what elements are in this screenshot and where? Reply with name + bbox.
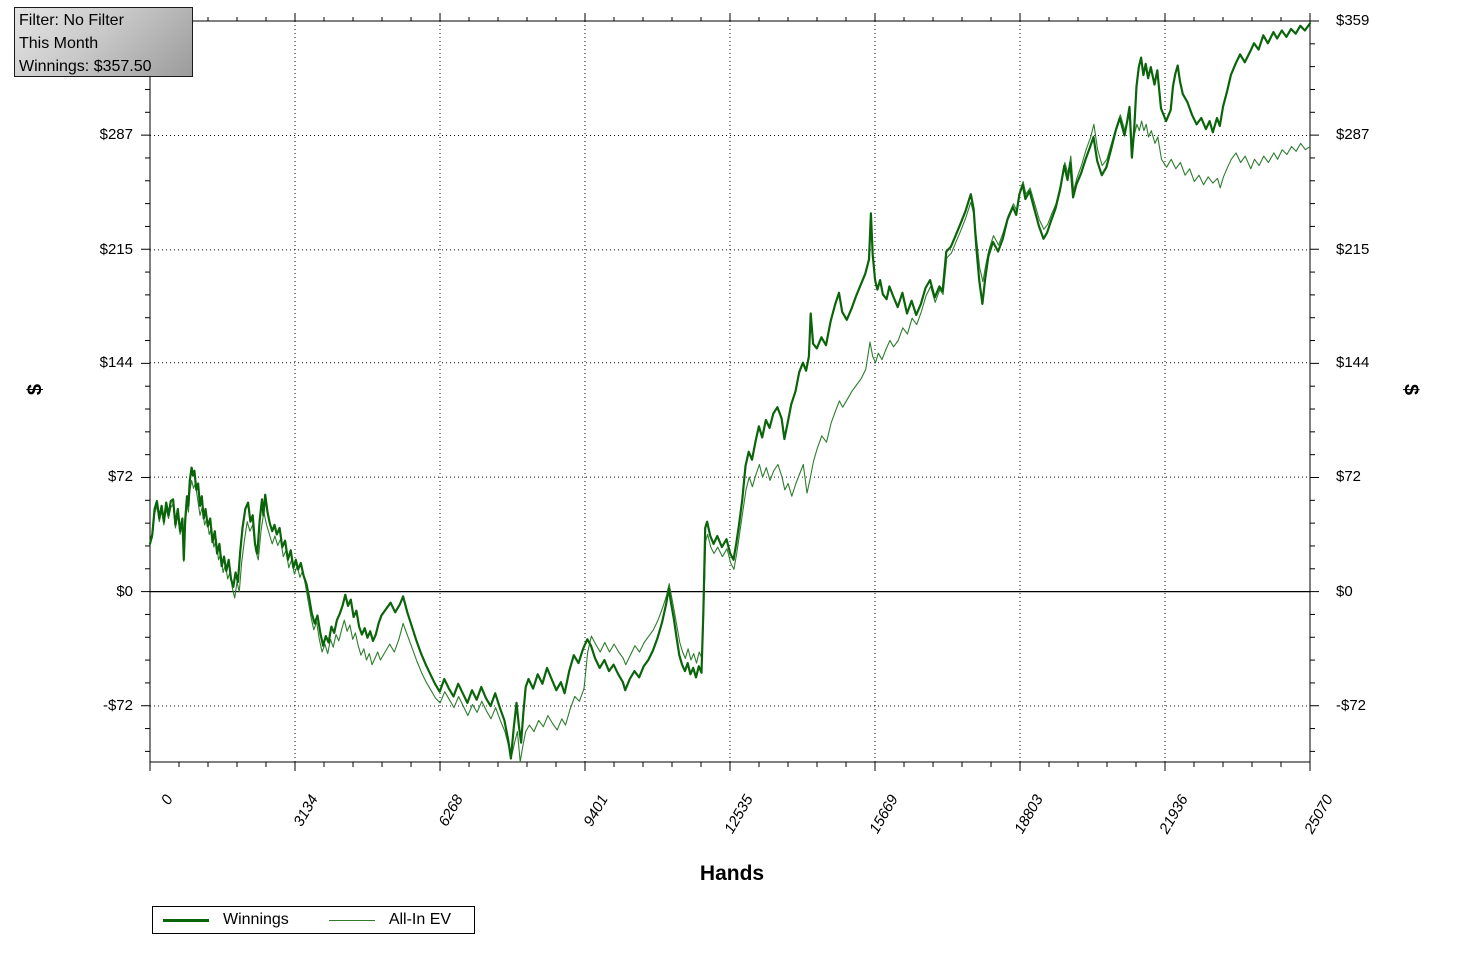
winnings-line-swatch <box>163 918 209 922</box>
y-tick-label-left: $0 <box>116 582 133 600</box>
y-tick-label-left: $144 <box>99 353 133 371</box>
y-tick-label-right: $359 <box>1336 12 1370 29</box>
y-axis-title-left: $ <box>24 383 47 396</box>
x-axis-title: Hands <box>699 862 765 885</box>
y-tick-label-left: $72 <box>107 468 133 486</box>
y-tick-label-right: $287 <box>1336 126 1370 144</box>
plot-border <box>149 20 1311 763</box>
filter-tooltip: Filter: No Filter This Month Winnings: $… <box>14 7 193 77</box>
y-tick-label-left: $287 <box>99 126 133 144</box>
y-tick-label-right: $144 <box>1336 353 1370 371</box>
y-tick-label-left: -$72 <box>102 697 133 715</box>
legend-label-allin-ev[interactable]: All-In EV <box>388 911 452 928</box>
y-tick-label-right: $72 <box>1336 468 1362 486</box>
legend-label-winnings[interactable]: Winnings <box>223 911 289 928</box>
y-tick-label-left: $215 <box>99 240 133 258</box>
allin-ev-line <box>149 111 1311 763</box>
tooltip-winnings-line: Winnings: $357.50 <box>19 58 152 75</box>
tooltip-period-line: This Month <box>19 35 99 52</box>
winnings-line <box>148 22 1312 760</box>
y-tick-label-right: $0 <box>1336 582 1353 600</box>
y-tick-label-right: -$72 <box>1336 697 1367 715</box>
legend: Winnings All-In EV <box>152 906 475 934</box>
allin-ev-line-swatch <box>328 919 375 921</box>
y-axis-title-right: $ <box>1399 383 1422 396</box>
y-tick-label-right: $215 <box>1336 240 1370 258</box>
tooltip-filter-line: Filter: No Filter <box>19 12 124 29</box>
